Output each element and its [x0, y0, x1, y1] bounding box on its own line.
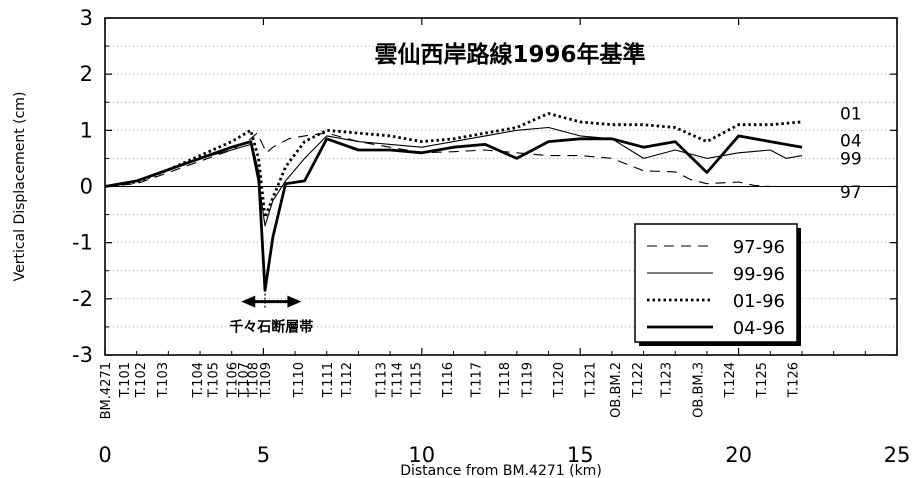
- legend-label: 04-96: [733, 318, 785, 339]
- benchmark-label: T.112: [340, 362, 355, 398]
- legend-label: 99-96: [733, 264, 785, 285]
- fault-arrow-head-left: [241, 295, 256, 308]
- series-end-label: 99: [840, 149, 862, 169]
- benchmark-label: T.126: [786, 362, 801, 398]
- benchmark-label: T.105: [207, 362, 222, 398]
- y-tick-label: 3: [80, 6, 93, 30]
- y-tick-label: 2: [80, 62, 93, 86]
- benchmark-label: T.104: [191, 362, 206, 398]
- series-end-label: 04: [840, 131, 862, 151]
- benchmark-label: T.107: [237, 362, 252, 398]
- benchmark-label: T.124: [723, 362, 738, 398]
- benchmark-label: OB.BM.2: [609, 362, 624, 418]
- y-tick-label: 0: [80, 175, 93, 199]
- benchmark-label: T.102: [134, 362, 149, 398]
- fault-arrow-head-right: [287, 295, 302, 308]
- x-tick-label: 20: [725, 443, 752, 467]
- benchmark-label: T.119: [520, 362, 535, 398]
- x-tick-label: 10: [408, 443, 435, 467]
- benchmark-label: T.110: [292, 362, 307, 398]
- benchmark-label: T.120: [552, 362, 567, 398]
- y-tick-label: -3: [72, 343, 93, 367]
- series-end-label: 97: [840, 183, 862, 203]
- x-tick-label: 25: [884, 443, 911, 467]
- benchmark-label: T.111: [321, 362, 336, 398]
- fault-zone-label: 千々石断層帯: [229, 319, 313, 336]
- series-end-label: 01: [840, 104, 862, 124]
- benchmark-label: T.115: [409, 362, 424, 398]
- benchmark-label: T.121: [584, 362, 599, 398]
- series-99-96-line: [104, 126, 803, 227]
- chart-title: 雲仙西岸路線1996年基準: [374, 41, 645, 68]
- benchmark-label: T.113: [375, 362, 390, 398]
- benchmark-label: T.101: [118, 362, 133, 398]
- y-axis-title: Vertical Displacement (cm): [12, 92, 28, 282]
- benchmark-label: T.116: [441, 362, 456, 398]
- y-tick-label: -1: [72, 231, 93, 255]
- legend-label: 01-96: [733, 291, 785, 312]
- y-tick-label: 1: [80, 118, 93, 142]
- series-01-96-line: [104, 112, 803, 219]
- x-tick-label: 0: [98, 443, 111, 467]
- legend-label: 97-96: [733, 237, 785, 258]
- benchmark-label: T.125: [755, 362, 770, 398]
- x-axis-title: Distance from BM.4271 (km): [400, 463, 602, 478]
- benchmark-label: T.103: [156, 362, 171, 398]
- series-04-96-line: [104, 134, 803, 292]
- benchmark-label: BM.4271: [99, 362, 114, 419]
- benchmark-label: T.123: [660, 362, 675, 398]
- benchmark-label: OB.BM.3: [691, 362, 706, 418]
- benchmark-label: T.118: [498, 362, 513, 398]
- y-tick-label: -2: [72, 287, 93, 311]
- x-tick-label: 15: [567, 443, 594, 467]
- benchmark-label: T.109: [259, 362, 274, 398]
- benchmark-label: T.106: [226, 362, 241, 398]
- benchmark-label: T.114: [390, 362, 405, 398]
- x-tick-label: 5: [257, 443, 270, 467]
- benchmark-label: T.108: [246, 362, 261, 398]
- benchmark-label: T.122: [631, 362, 646, 398]
- benchmark-label: T.117: [470, 362, 485, 398]
- legend-box: [634, 223, 798, 343]
